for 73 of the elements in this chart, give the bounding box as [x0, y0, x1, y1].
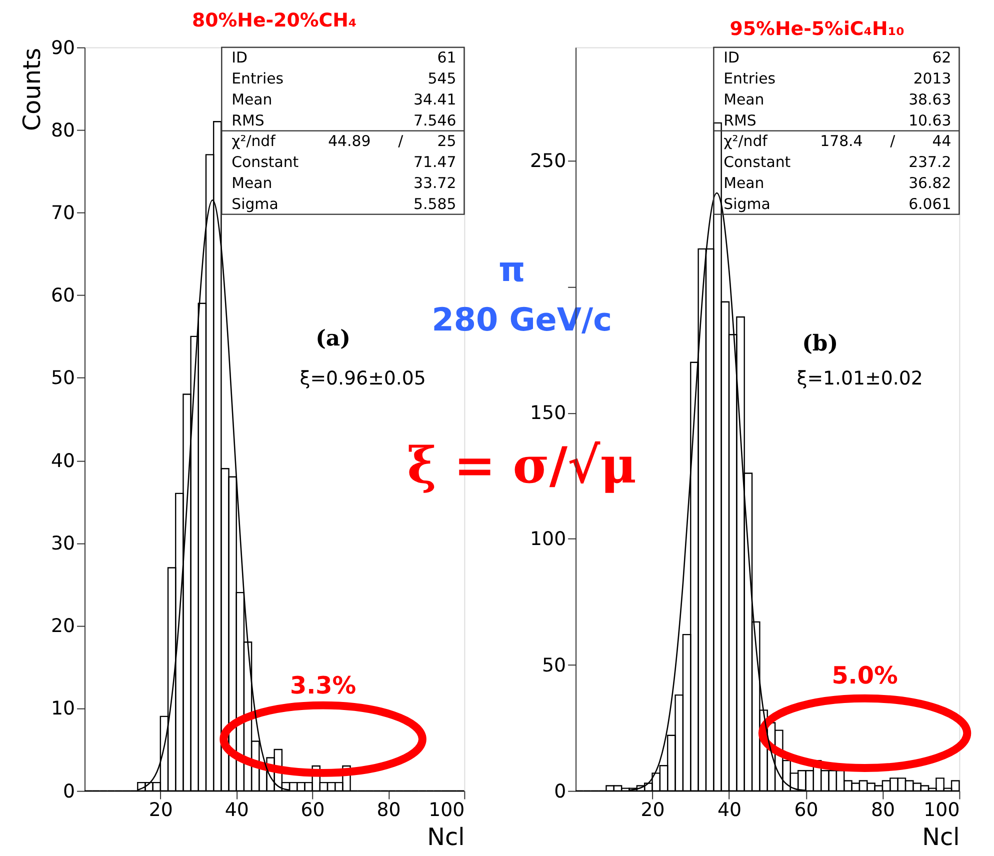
annotation: 545: [428, 70, 456, 88]
annotation: Entries: [232, 70, 284, 88]
annotation: /: [890, 132, 896, 150]
x-tick-label: 80: [870, 799, 895, 822]
x-tick-label: 60: [794, 799, 818, 822]
y-tick-label: 40: [51, 450, 76, 472]
annotation: 36.82: [908, 174, 952, 192]
x-axis-title: Ncl: [922, 822, 960, 851]
annotation: 10.63: [908, 111, 952, 130]
x-tick-label: 80: [376, 799, 401, 822]
annotation: Sigma: [724, 194, 770, 213]
x-tick-label: 20: [148, 799, 173, 822]
chart-title: 80%He-20%CH₄: [192, 9, 357, 32]
x-axis-title: Ncl: [427, 822, 465, 851]
annotation: 71.47: [414, 153, 456, 172]
y-tick-label: 90: [51, 36, 76, 59]
y-tick-label: 150: [530, 402, 566, 424]
annotation: 7.546: [414, 111, 456, 130]
y-tick-label: 20: [51, 615, 76, 638]
annotation: (a): [316, 326, 350, 352]
annotation: 62: [932, 48, 952, 67]
annotation: Mean: [724, 90, 764, 108]
y-tick-label: 50: [542, 654, 566, 676]
y-tick-label: 100: [530, 528, 566, 550]
y-axis-title: Counts: [18, 48, 46, 132]
y-tick-label: 0: [554, 780, 566, 802]
x-tick-label: 60: [300, 799, 325, 822]
text: π: [498, 250, 526, 289]
annotation: ξ=1.01±0.02: [796, 367, 923, 390]
annotation: Sigma: [232, 194, 278, 213]
annotation: Constant: [724, 153, 791, 172]
annotation: 237.2: [908, 153, 952, 172]
y-tick-label: 50: [51, 367, 76, 390]
x-tick-label: 40: [717, 799, 742, 822]
y-tick-label: 10: [51, 698, 76, 720]
annotation: Constant: [232, 153, 299, 172]
annotation: 33.72: [414, 174, 456, 192]
annotation: χ²/ndf: [724, 132, 768, 150]
y-tick-label: 60: [51, 284, 76, 307]
annotation: Entries: [724, 70, 776, 88]
annotation: 5.585: [414, 194, 456, 213]
chart-title: 95%He-5%iC₄H₁₀: [730, 18, 904, 40]
annotation: 178.4: [820, 132, 863, 150]
y-tick-label: 250: [530, 150, 566, 172]
x-tick-label: 100: [924, 799, 960, 822]
annotation: ξ=0.96±0.05: [300, 367, 426, 390]
annotation: Mean: [232, 174, 272, 192]
y-tick-label: 0: [63, 780, 76, 802]
annotation: 3.3%: [290, 671, 356, 700]
annotation: 61: [437, 48, 456, 67]
annotation: 25: [437, 132, 456, 150]
annotation: 38.63: [908, 90, 952, 108]
annotation: 6.061: [908, 194, 952, 213]
x-tick-label: 20: [640, 799, 665, 822]
x-tick-label: 40: [224, 799, 249, 822]
x-tick-label: 100: [428, 799, 465, 822]
y-tick-label: 80: [51, 119, 76, 142]
annotation: RMS: [724, 111, 756, 130]
annotation: 44: [932, 132, 952, 150]
annotation: ID: [724, 48, 740, 67]
annotation: ID: [232, 48, 248, 67]
annotation: χ²/ndf: [232, 132, 276, 150]
annotation: Mean: [232, 90, 272, 108]
annotation: RMS: [232, 111, 264, 130]
y-tick-label: 30: [51, 532, 76, 554]
y-tick-label: 70: [51, 202, 76, 224]
annotation: (b): [802, 330, 838, 356]
annotation: 34.41: [414, 90, 456, 108]
annotation: 5.0%: [832, 661, 898, 690]
annotation: 2013: [913, 70, 952, 88]
annotation: Mean: [724, 174, 764, 192]
annotation: /: [398, 132, 404, 150]
annotation: 44.89: [328, 132, 371, 150]
